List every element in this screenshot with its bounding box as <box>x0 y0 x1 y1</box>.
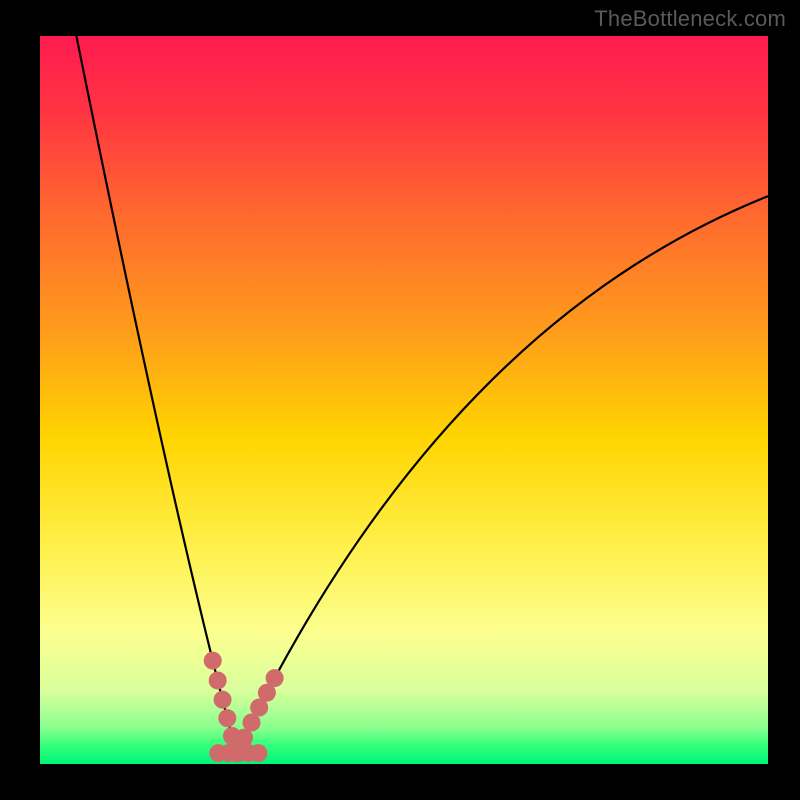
marker-dot <box>209 671 227 689</box>
marker-dot <box>266 669 284 687</box>
chart-curves <box>40 36 768 764</box>
chart-plot-area <box>40 36 768 764</box>
marker-dot <box>249 744 267 762</box>
curve-left <box>76 36 236 753</box>
attribution-text: TheBottleneck.com <box>594 6 786 32</box>
marker-dot <box>218 709 236 727</box>
curve-markers <box>204 652 284 762</box>
curve-right <box>237 196 768 753</box>
marker-dot <box>214 691 232 709</box>
marker-dot <box>228 744 246 762</box>
marker-dot <box>204 652 222 670</box>
